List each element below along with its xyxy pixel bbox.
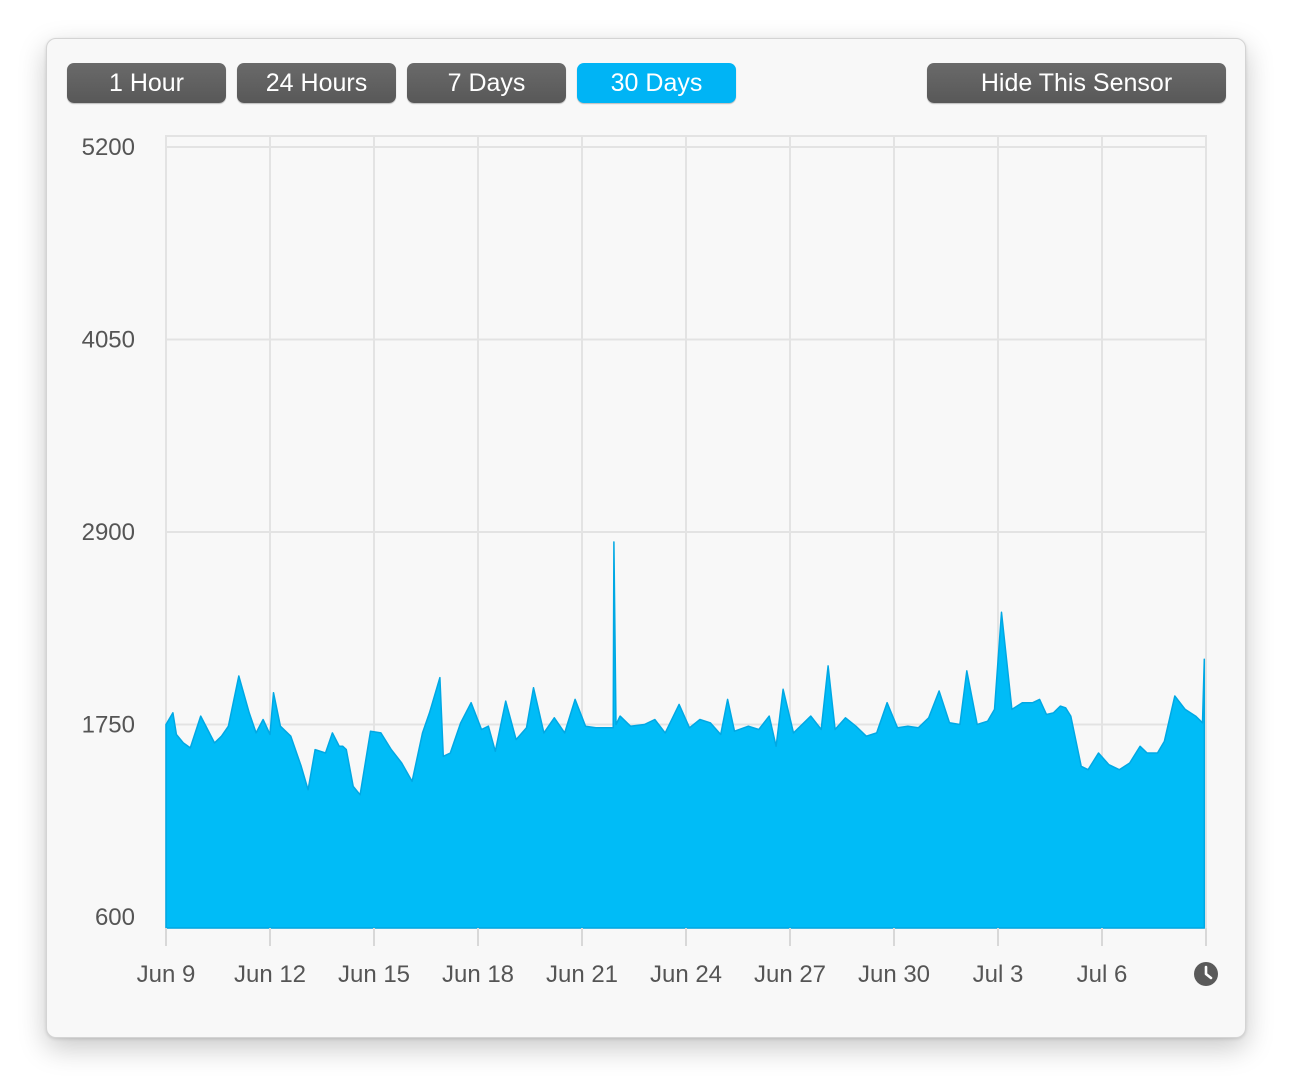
- x-tick-label: Jun 24: [650, 961, 722, 988]
- x-axis-labels: Jun 9 Jun 12 Jun 15 Jun 18 Jun 21 Jun 24 Jun 2…: [137, 961, 1128, 988]
- x-tick-label: Jun 27: [754, 961, 826, 988]
- range-7-days-button[interactable]: 7 Days: [407, 63, 566, 103]
- x-tick-label: Jun 30: [858, 961, 930, 988]
- chart-area: [165, 541, 1206, 929]
- y-tick-label: 5200: [82, 134, 135, 161]
- x-tick-label: Jun 15: [338, 961, 410, 988]
- x-tick-label: Jul 6: [1077, 961, 1128, 988]
- x-tick-label: Jun 21: [546, 961, 618, 988]
- range-30-days-button[interactable]: 30 Days: [577, 63, 736, 103]
- x-tick-label: Jun 9: [137, 961, 196, 988]
- x-tick-label: Jun 12: [234, 961, 306, 988]
- y-axis-labels: 5200 4050 2900 1750 600: [82, 134, 135, 931]
- chart-ticks: [165, 928, 1207, 946]
- y-tick-label: 4050: [82, 327, 135, 354]
- series-area: [165, 541, 1206, 929]
- hide-sensor-button[interactable]: Hide This Sensor: [927, 63, 1226, 103]
- y-tick-label: 2900: [82, 519, 135, 546]
- y-tick-label: 600: [95, 904, 135, 931]
- clock-icon[interactable]: [1194, 962, 1218, 986]
- range-24-hours-button[interactable]: 24 Hours: [237, 63, 396, 103]
- range-1-hour-button[interactable]: 1 Hour: [67, 63, 226, 103]
- x-tick-label: Jun 18: [442, 961, 514, 988]
- y-tick-label: 1750: [82, 712, 135, 739]
- x-tick-label: Jul 3: [973, 961, 1024, 988]
